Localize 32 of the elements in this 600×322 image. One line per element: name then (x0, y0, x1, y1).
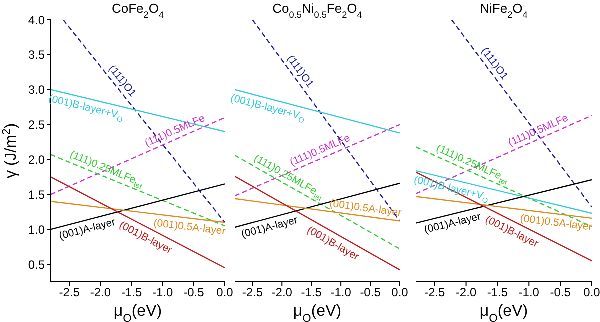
x-axis-title: μ$_{O}$(eV) (480, 303, 528, 322)
y-tick-label: 4.0 (28, 13, 46, 28)
x-tick-label: -0.5 (360, 286, 382, 300)
x-axis-title: μ$_{O}$(eV) (114, 303, 162, 322)
y-tick-label: 3.0 (28, 83, 46, 98)
y-tick-label: 1.5 (28, 188, 46, 202)
x-tick-label: -1.5 (301, 286, 322, 300)
x-tick-label: -2.5 (424, 286, 446, 300)
x-tick-label: -1.0 (518, 286, 540, 300)
y-tick-label: 2.5 (28, 118, 46, 132)
y-tick-label: 2.0 (28, 152, 46, 167)
x-tick-label: -2.0 (456, 286, 477, 300)
chart-title: CoFe$_{2}$O$_{4}$ (112, 1, 164, 20)
x-tick-label: 0.0 (584, 286, 600, 300)
x-tick-label: -2.5 (59, 286, 80, 300)
x-tick-label: -1.5 (121, 286, 142, 300)
chart-title: Co$_{0.5}$Ni$_{0.5}$Fe$_{2}$O$_{4}$ (272, 1, 362, 20)
y-tick-label: 1.0 (28, 222, 46, 237)
x-tick-label: -1.0 (330, 286, 352, 300)
x-tick-label: -0.5 (184, 286, 205, 300)
y-tick-label: 3.5 (28, 48, 46, 62)
y-tick-label: 0.5 (28, 258, 46, 272)
x-axis-title: μ$_{O}$(eV) (293, 303, 342, 322)
x-tick-label: -2.0 (272, 286, 293, 300)
x-tick-label: -0.5 (550, 286, 572, 300)
x-tick-label: -1.5 (487, 286, 508, 300)
x-tick-label: -1.0 (152, 286, 174, 300)
chart-title: NiFe$_{2}$O$_{4}$ (480, 1, 528, 20)
x-tick-label: -2.0 (90, 286, 112, 300)
x-tick-label: 0.0 (392, 286, 409, 300)
x-tick-label: 0.0 (216, 286, 234, 300)
x-tick-label: -2.5 (242, 286, 264, 300)
